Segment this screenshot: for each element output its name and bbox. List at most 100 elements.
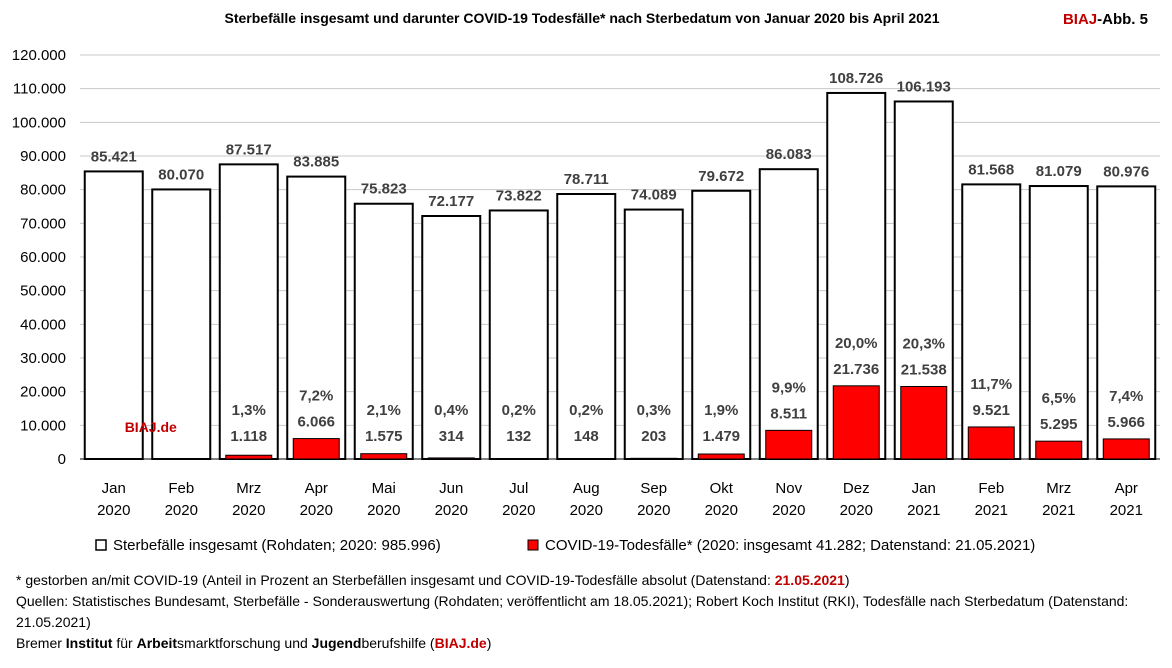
data-label-covid: 132 bbox=[506, 428, 531, 445]
institute-line: Bremer Institut für Arbeitsmarktforschun… bbox=[16, 635, 492, 651]
data-label-covid: 9.521 bbox=[972, 402, 1010, 419]
x-tick-month: Nov bbox=[775, 480, 802, 497]
footnote-date: 21.05.2021 bbox=[774, 572, 845, 588]
bars: 85.421 80.070 87.517 1.118 1,3% 83.885 6.066 7,… bbox=[83, 70, 1157, 461]
data-label-covid-percent: 11,7% bbox=[970, 376, 1012, 393]
bar-covid bbox=[292, 438, 340, 460]
footnote-covid: * gestorben an/mit COVID-19 (Anteil in P… bbox=[16, 570, 1166, 591]
y-tick-label: 0 bbox=[58, 451, 66, 468]
y-tick-label: 80.000 bbox=[20, 182, 66, 199]
data-label-total: 108.726 bbox=[829, 70, 883, 87]
data-label-total: 81.568 bbox=[968, 161, 1014, 178]
x-tick-month: Apr bbox=[305, 480, 328, 497]
data-label-covid-percent: 1,9% bbox=[704, 402, 738, 419]
data-label-covid-percent: 7,4% bbox=[1109, 388, 1143, 405]
data-label-total: 74.089 bbox=[631, 187, 677, 204]
data-label-covid-percent: 6,5% bbox=[1042, 390, 1076, 407]
legend-swatch-total bbox=[95, 539, 107, 551]
bar-covid bbox=[765, 429, 813, 460]
chart-title: Sterbefälle insgesamt und darunter COVID… bbox=[225, 10, 940, 26]
x-tick-month: Mrz bbox=[236, 480, 261, 497]
legend-swatch-covid bbox=[527, 539, 539, 551]
x-tick-month: Jun bbox=[439, 480, 463, 497]
data-label-total: 73.822 bbox=[496, 187, 542, 204]
bar-total bbox=[421, 215, 482, 460]
data-label-total: 83.885 bbox=[293, 154, 339, 171]
x-tick-month: Mrz bbox=[1046, 480, 1071, 497]
x-tick-year: 2020 bbox=[435, 502, 468, 519]
data-label-covid-percent: 0,3% bbox=[637, 402, 671, 419]
x-tick-month: Sep bbox=[640, 480, 667, 497]
x-tick-year: 2020 bbox=[637, 502, 670, 519]
x-tick-year: 2020 bbox=[300, 502, 333, 519]
y-tick-label: 90.000 bbox=[20, 148, 66, 165]
footnotes: * gestorben an/mit COVID-19 (Anteil in P… bbox=[16, 570, 1166, 654]
x-tick-year: 2020 bbox=[97, 502, 130, 519]
x-tick-month: Feb bbox=[168, 480, 194, 497]
y-tick-label: 60.000 bbox=[20, 249, 66, 266]
data-label-total: 85.421 bbox=[91, 148, 137, 165]
data-label-covid: 1.118 bbox=[230, 428, 267, 445]
bar-covid bbox=[1102, 438, 1150, 460]
bar-total bbox=[488, 209, 549, 460]
data-label-total: 81.079 bbox=[1036, 163, 1082, 180]
bar-total bbox=[286, 175, 347, 461]
figure-badge: BIAJ-Abb. 5 bbox=[1063, 11, 1148, 28]
data-label-total: 78.711 bbox=[564, 171, 609, 188]
y-tick-label: 20.000 bbox=[20, 384, 66, 401]
data-label-total: 106.193 bbox=[897, 78, 951, 95]
y-tick-label: 30.000 bbox=[20, 350, 66, 367]
x-tick-month: Feb bbox=[978, 480, 1004, 497]
data-label-covid-percent: 0,2% bbox=[569, 402, 603, 419]
data-label-total: 75.823 bbox=[361, 181, 407, 198]
bar-total bbox=[1028, 185, 1089, 460]
y-tick-label: 100.000 bbox=[12, 114, 66, 131]
bar-total bbox=[758, 168, 819, 461]
data-label-covid: 148 bbox=[574, 428, 599, 445]
badge-brand: BIAJ bbox=[1063, 11, 1097, 28]
data-label-covid: 1.575 bbox=[365, 428, 403, 445]
x-tick-year: 2020 bbox=[165, 502, 198, 519]
data-label-total: 87.517 bbox=[226, 141, 272, 158]
x-tick-year: 2020 bbox=[367, 502, 400, 519]
x-tick-month: Jan bbox=[102, 480, 126, 497]
bar-total bbox=[218, 163, 279, 460]
bar-covid bbox=[1035, 440, 1083, 460]
x-tick-year: 2020 bbox=[840, 502, 873, 519]
data-label-covid-percent: 2,1% bbox=[367, 402, 401, 419]
data-label-covid-percent: 1,3% bbox=[232, 402, 266, 419]
bar-covid bbox=[967, 426, 1015, 460]
x-tick-year: 2020 bbox=[772, 502, 805, 519]
data-label-covid-percent: 9,9% bbox=[772, 379, 806, 396]
bar-total bbox=[151, 188, 212, 460]
data-label-covid: 314 bbox=[439, 428, 465, 445]
data-label-covid: 8.511 bbox=[770, 405, 807, 422]
y-tick-label: 120.000 bbox=[12, 47, 66, 64]
x-tick-month: Dez bbox=[843, 480, 870, 497]
data-label-covid-percent: 7,2% bbox=[299, 388, 333, 405]
bar-total bbox=[1096, 185, 1157, 460]
data-label-covid: 21.538 bbox=[901, 361, 947, 378]
bar-covid bbox=[427, 457, 475, 460]
bar-total bbox=[83, 170, 144, 461]
y-axis: 0 10.000 20.000 30.000 40.000 50.000 60.000 70.… bbox=[12, 47, 1160, 468]
y-tick-label: 40.000 bbox=[20, 316, 66, 333]
x-tick-year: 2021 bbox=[1110, 502, 1143, 519]
x-tick-year: 2020 bbox=[570, 502, 603, 519]
footnote-prefix: * gestorben an/mit COVID-19 (Anteil in P… bbox=[16, 572, 775, 588]
footnote-suffix: ) bbox=[844, 572, 850, 588]
x-axis: Jan 2020 Feb 2020 Mrz 2020 Apr 2020 Mai 2020 Jun 20… bbox=[97, 480, 1143, 519]
legend-label-covid: COVID-19-Todesfälle* (2020: insgesamt 41… bbox=[545, 537, 1035, 554]
x-tick-year: 2021 bbox=[1042, 502, 1075, 519]
bar-covid bbox=[630, 457, 678, 460]
bar-total bbox=[353, 202, 414, 460]
data-label-covid: 6.066 bbox=[297, 414, 335, 431]
data-label-covid-percent: 20,0% bbox=[835, 335, 878, 352]
y-tick-label: 10.000 bbox=[20, 417, 66, 434]
bar-total bbox=[556, 193, 617, 461]
data-label-covid: 21.736 bbox=[833, 361, 879, 378]
bar-covid bbox=[360, 453, 408, 460]
data-label-total: 79.672 bbox=[698, 168, 744, 185]
bar-covid bbox=[225, 454, 273, 460]
x-tick-year: 2020 bbox=[502, 502, 535, 519]
